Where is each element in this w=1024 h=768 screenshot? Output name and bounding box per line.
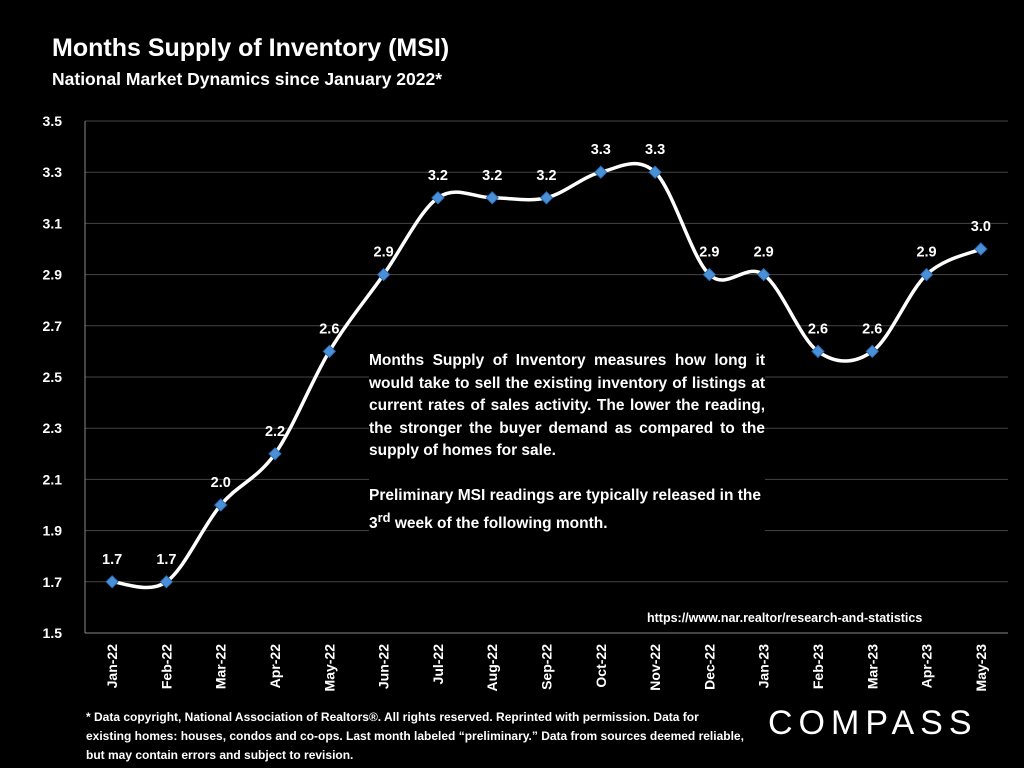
data-label-Dec-22: 2.9: [699, 245, 719, 261]
data-label-May-23: 3.0: [971, 219, 991, 235]
marker-Aug-22: [485, 191, 499, 205]
x-tick-Feb-22: Feb-22: [158, 644, 174, 689]
data-label-Feb-22: 1.7: [156, 552, 176, 568]
marker-Feb-22: [159, 575, 174, 589]
data-label-Jan-23: 2.9: [754, 245, 774, 261]
data-label-Nov-22: 3.3: [645, 142, 665, 158]
data-label-Jan-22: 1.7: [102, 552, 122, 568]
y-tick-4: 2.3: [43, 420, 63, 436]
x-tick-Sep-22: Sep-22: [539, 644, 555, 690]
y-tick-labels: 1.5 1.7 1.9 2.1 2.3 2.5 2.7 2.9 3.1 3.3 3.5: [43, 113, 63, 641]
chart-title: Months Supply of Inventory (MSI): [52, 34, 450, 62]
marker-Apr-22: [268, 447, 282, 461]
marker-Apr-23: [919, 267, 934, 282]
x-tick-Jul-22: Jul-22: [430, 644, 446, 685]
y-tick-7: 2.9: [43, 267, 63, 283]
x-tick-Dec-22: Dec-22: [701, 644, 717, 690]
marker-May-23: [974, 242, 988, 256]
x-tick-Apr-22: Apr-22: [267, 644, 283, 689]
y-tick-2: 1.9: [43, 523, 63, 539]
compass-logo: COMPASS: [768, 704, 978, 742]
data-label-Feb-23: 2.6: [808, 321, 828, 337]
marker-Oct-22: [594, 165, 608, 179]
marker-Mar-23: [865, 344, 879, 359]
source-link[interactable]: https://www.nar.realtor/research-and-sta…: [647, 611, 923, 625]
explanation-note: Months Supply of Inventory measures how …: [369, 350, 765, 536]
x-tick-Nov-22: Nov-22: [647, 644, 663, 691]
x-tick-Oct-22: Oct-22: [593, 644, 609, 688]
x-tick-Mar-23: Mar-23: [864, 644, 880, 689]
y-tick-3: 2.1: [43, 471, 63, 487]
x-tick-Mar-22: Mar-22: [213, 644, 229, 689]
marker-Jun-22: [376, 267, 391, 282]
data-label-Oct-22: 3.3: [591, 142, 611, 158]
marker-Jan-23: [756, 267, 771, 282]
x-tick-Aug-22: Aug-22: [484, 644, 500, 692]
marker-Jul-22: [431, 191, 445, 205]
copyright-footnote: * Data copyright, National Association o…: [86, 710, 744, 762]
note-p2-sup: rd: [377, 510, 391, 525]
marker-Nov-22: [648, 165, 662, 179]
data-label-Apr-23: 2.9: [916, 245, 936, 261]
data-label-Mar-23: 2.6: [862, 321, 882, 337]
marker-Dec-22: [702, 267, 717, 282]
y-tick-10: 3.5: [43, 113, 63, 129]
x-tick-Apr-23: Apr-23: [919, 644, 935, 689]
y-tick-0: 1.5: [43, 625, 63, 641]
note-p2-start: Preliminary MSI readings are typically r…: [369, 486, 761, 533]
marker-Jan-22: [105, 575, 119, 589]
marker-May-22: [322, 344, 337, 359]
data-label-Sep-22: 3.2: [536, 168, 556, 184]
x-tick-May-22: May-22: [321, 644, 337, 692]
marker-Mar-22: [214, 498, 228, 512]
data-label-Aug-22: 3.2: [482, 168, 502, 184]
x-tick-Jan-23: Jan-23: [756, 644, 772, 689]
axes: [84, 121, 1008, 634]
note-p2-end: week of the following month.: [390, 515, 608, 533]
data-label-May-22: 2.6: [319, 321, 339, 337]
data-label-Mar-22: 2.0: [211, 475, 231, 491]
x-tick-Jan-22: Jan-22: [104, 644, 120, 689]
y-tick-8: 3.1: [43, 215, 63, 231]
marker-Sep-22: [539, 191, 554, 205]
y-tick-6: 2.7: [43, 318, 63, 334]
note-paragraph-1: Months Supply of Inventory measures how …: [369, 352, 765, 459]
data-markers: [105, 165, 988, 589]
x-tick-May-23: May-23: [973, 644, 989, 692]
y-tick-1: 1.7: [43, 574, 63, 590]
chart-subtitle: National Market Dynamics since January 2…: [52, 69, 443, 89]
marker-Feb-23: [811, 344, 825, 359]
data-labels: 1.7 1.7 2.0 2.2 2.6 2.9 3.2 3.2 3.2 3.3 3.3 2.9 2.9 2…: [102, 142, 991, 568]
x-tick-Jun-22: Jun-22: [376, 644, 392, 689]
data-label-Apr-22: 2.2: [265, 424, 285, 440]
x-tick-labels: Jan-22 Feb-22 Mar-22 Apr-22 May-22 Jun-22 Jul-…: [104, 644, 989, 692]
data-label-Jun-22: 2.9: [374, 245, 394, 261]
y-tick-5: 2.5: [43, 369, 63, 385]
y-tick-9: 3.3: [43, 164, 63, 180]
x-tick-Feb-23: Feb-23: [810, 644, 826, 689]
data-label-Jul-22: 3.2: [428, 168, 448, 184]
note-paragraph-2: Preliminary MSI readings are typically r…: [369, 485, 765, 536]
